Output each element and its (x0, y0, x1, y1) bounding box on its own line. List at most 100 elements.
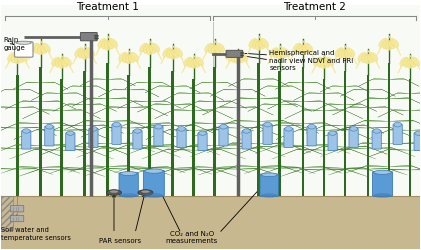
Polygon shape (114, 167, 149, 173)
Polygon shape (248, 104, 280, 112)
Polygon shape (142, 149, 194, 160)
FancyBboxPatch shape (45, 127, 54, 146)
Ellipse shape (228, 53, 236, 62)
Polygon shape (129, 90, 159, 98)
Polygon shape (345, 146, 387, 155)
Text: Treatment 1: Treatment 1 (76, 2, 139, 12)
FancyBboxPatch shape (263, 124, 272, 145)
Ellipse shape (184, 58, 192, 66)
Ellipse shape (17, 54, 24, 64)
Polygon shape (207, 143, 259, 153)
Ellipse shape (86, 48, 95, 57)
Ellipse shape (40, 45, 47, 54)
FancyBboxPatch shape (372, 131, 381, 150)
FancyBboxPatch shape (349, 129, 358, 148)
Polygon shape (202, 107, 238, 116)
FancyBboxPatch shape (80, 33, 97, 42)
Polygon shape (129, 148, 181, 158)
Polygon shape (238, 107, 273, 116)
Polygon shape (190, 148, 238, 157)
Polygon shape (18, 148, 60, 156)
Ellipse shape (308, 125, 315, 130)
Polygon shape (345, 168, 380, 174)
Polygon shape (215, 167, 250, 173)
Polygon shape (325, 128, 368, 137)
Polygon shape (198, 168, 238, 175)
Polygon shape (324, 169, 367, 177)
Polygon shape (303, 123, 346, 132)
Polygon shape (85, 125, 124, 134)
Polygon shape (190, 83, 215, 89)
Ellipse shape (125, 56, 132, 65)
Polygon shape (40, 101, 76, 110)
Ellipse shape (109, 39, 118, 48)
Polygon shape (216, 166, 259, 173)
Bar (367, 76, 369, 196)
Bar (107, 64, 109, 196)
Polygon shape (14, 130, 61, 140)
Polygon shape (324, 110, 363, 119)
Polygon shape (108, 166, 147, 173)
FancyBboxPatch shape (112, 124, 121, 145)
FancyBboxPatch shape (373, 172, 393, 197)
Ellipse shape (365, 56, 371, 65)
Bar (237, 76, 239, 196)
Polygon shape (345, 125, 384, 134)
Bar (322, 80, 325, 196)
Ellipse shape (8, 53, 16, 62)
Polygon shape (238, 148, 285, 157)
FancyBboxPatch shape (260, 174, 278, 197)
Ellipse shape (67, 132, 74, 136)
Ellipse shape (237, 54, 244, 64)
Polygon shape (42, 146, 85, 155)
Polygon shape (40, 123, 84, 132)
Polygon shape (18, 107, 49, 115)
Polygon shape (194, 110, 233, 119)
Polygon shape (374, 169, 410, 176)
Polygon shape (179, 167, 215, 173)
Ellipse shape (243, 129, 250, 134)
Ellipse shape (370, 53, 378, 62)
Ellipse shape (261, 194, 277, 198)
Polygon shape (149, 83, 174, 89)
Polygon shape (155, 110, 194, 119)
Ellipse shape (403, 59, 410, 68)
Polygon shape (280, 125, 319, 134)
Ellipse shape (394, 123, 401, 128)
Polygon shape (211, 120, 259, 131)
Ellipse shape (63, 58, 72, 66)
FancyBboxPatch shape (119, 173, 139, 197)
Polygon shape (149, 167, 185, 173)
FancyBboxPatch shape (89, 129, 98, 148)
Polygon shape (61, 169, 105, 177)
Ellipse shape (122, 54, 129, 64)
Polygon shape (118, 101, 149, 109)
Ellipse shape (107, 190, 122, 196)
Polygon shape (60, 143, 108, 152)
Ellipse shape (113, 123, 120, 128)
Ellipse shape (90, 127, 97, 132)
Ellipse shape (187, 59, 195, 68)
Ellipse shape (252, 40, 259, 50)
Polygon shape (0, 148, 18, 156)
Ellipse shape (120, 194, 137, 198)
Polygon shape (267, 101, 303, 110)
Ellipse shape (169, 51, 176, 60)
Ellipse shape (110, 191, 118, 193)
Ellipse shape (386, 42, 392, 51)
Ellipse shape (240, 56, 244, 57)
Polygon shape (309, 168, 345, 174)
Ellipse shape (174, 48, 183, 57)
Ellipse shape (304, 44, 313, 53)
Polygon shape (280, 104, 312, 112)
Polygon shape (85, 168, 120, 174)
Ellipse shape (329, 132, 336, 136)
Polygon shape (259, 98, 298, 108)
Polygon shape (272, 149, 324, 160)
Ellipse shape (388, 40, 395, 50)
Polygon shape (378, 110, 410, 118)
Polygon shape (410, 130, 421, 138)
FancyBboxPatch shape (307, 127, 316, 146)
Polygon shape (255, 86, 280, 93)
Ellipse shape (325, 58, 334, 66)
